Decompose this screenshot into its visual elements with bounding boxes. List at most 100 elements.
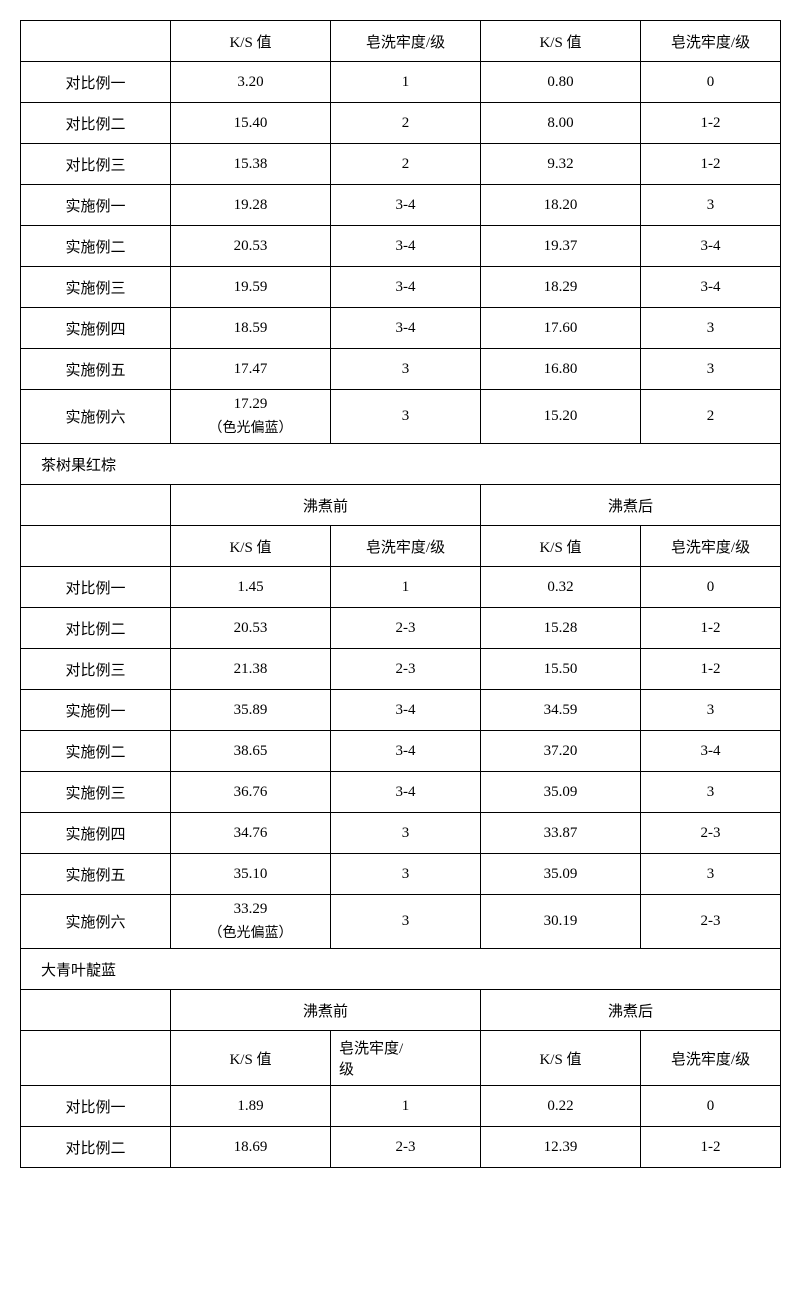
cell-value: 33.29: [234, 901, 268, 917]
row-label: 实施例五: [21, 349, 171, 390]
col-soap-after: 皂洗牢度/级: [641, 526, 781, 567]
table-row: 对比例三 21.38 2-3 15.50 1-2: [21, 649, 781, 690]
row-label: 实施例一: [21, 185, 171, 226]
cell-soap2: 3: [641, 690, 781, 731]
blank-cell: [21, 1031, 171, 1086]
cell-ks1: 20.53: [171, 226, 331, 267]
row-label: 对比例三: [21, 144, 171, 185]
cell-soap1: 3-4: [331, 185, 481, 226]
cell-ks2: 9.32: [481, 144, 641, 185]
section-title-row: 大青叶靛蓝: [21, 949, 781, 990]
table-row: 实施例六 17.29 （色光偏蓝） 3 15.20 2: [21, 390, 781, 444]
cell-ks1: 34.76: [171, 813, 331, 854]
table-row: 对比例三 15.38 2 9.32 1-2: [21, 144, 781, 185]
table-row: 对比例二 15.40 2 8.00 1-2: [21, 103, 781, 144]
cell-ks2: 37.20: [481, 731, 641, 772]
col-after: 沸煮后: [481, 990, 781, 1031]
row-label: 对比例一: [21, 1086, 171, 1127]
cell-soap1: 3: [331, 895, 481, 949]
col-before: 沸煮前: [171, 990, 481, 1031]
cell-ks2: 30.19: [481, 895, 641, 949]
section-title-row: 茶树果红棕: [21, 444, 781, 485]
cell-ks2: 16.80: [481, 349, 641, 390]
cell-soap2: 3-4: [641, 267, 781, 308]
cell-soap2: 2: [641, 390, 781, 444]
row-label: 实施例六: [21, 390, 171, 444]
col-soap-before: 皂洗牢度/级: [331, 21, 481, 62]
cell-ks2: 15.20: [481, 390, 641, 444]
col-before: 沸煮前: [171, 485, 481, 526]
cell-soap2: 0: [641, 62, 781, 103]
cell-soap1: 1: [331, 1086, 481, 1127]
cell-note: （色光偏蓝）: [175, 417, 326, 437]
cell-soap2: 3: [641, 854, 781, 895]
cell-ks1: 21.38: [171, 649, 331, 690]
cell-soap1: 3: [331, 854, 481, 895]
cell-ks1: 18.69: [171, 1127, 331, 1168]
table-row: 对比例二 18.69 2-3 12.39 1-2: [21, 1127, 781, 1168]
cell-ks2: 0.32: [481, 567, 641, 608]
cell-soap2: 2-3: [641, 813, 781, 854]
cell-ks1: 15.38: [171, 144, 331, 185]
cell-ks1: 19.59: [171, 267, 331, 308]
row-label: 实施例四: [21, 813, 171, 854]
row-label: 实施例五: [21, 854, 171, 895]
table-row: 实施例一 35.89 3-4 34.59 3: [21, 690, 781, 731]
table-row: 实施例四 34.76 3 33.87 2-3: [21, 813, 781, 854]
cell-ks2: 0.80: [481, 62, 641, 103]
table-row: 对比例一 1.89 1 0.22 0: [21, 1086, 781, 1127]
row-label: 对比例二: [21, 103, 171, 144]
cell-soap1: 2-3: [331, 649, 481, 690]
cell-soap1: 1: [331, 62, 481, 103]
row-label: 实施例四: [21, 308, 171, 349]
cell-soap2: 3-4: [641, 226, 781, 267]
cell-soap1: 3-4: [331, 226, 481, 267]
col-ks-after: K/S 值: [481, 526, 641, 567]
cell-ks2: 19.37: [481, 226, 641, 267]
section-title: 茶树果红棕: [21, 444, 781, 485]
blank-cell: [21, 526, 171, 567]
row-label: 实施例二: [21, 731, 171, 772]
cell-ks2: 12.39: [481, 1127, 641, 1168]
blank-cell: [21, 990, 171, 1031]
cell-ks2: 33.87: [481, 813, 641, 854]
cell-ks1: 18.59: [171, 308, 331, 349]
col-soap-after: 皂洗牢度/级: [641, 21, 781, 62]
cell-ks1: 17.47: [171, 349, 331, 390]
cell-ks2: 15.28: [481, 608, 641, 649]
data-table: K/S 值 皂洗牢度/级 K/S 值 皂洗牢度/级 对比例一 3.20 1 0.…: [20, 20, 781, 1168]
cell-soap1: 3-4: [331, 267, 481, 308]
cell-soap2: 1-2: [641, 608, 781, 649]
col-ks-after: K/S 值: [481, 1031, 641, 1086]
cell-ks1: 3.20: [171, 62, 331, 103]
row-label: 实施例六: [21, 895, 171, 949]
row-label: 实施例一: [21, 690, 171, 731]
cell-ks2: 35.09: [481, 772, 641, 813]
table-row: 实施例一 19.28 3-4 18.20 3: [21, 185, 781, 226]
table-row: 实施例三 19.59 3-4 18.29 3-4: [21, 267, 781, 308]
table-row: 实施例三 36.76 3-4 35.09 3: [21, 772, 781, 813]
blank-cell: [21, 21, 171, 62]
group-header-row: 沸煮前 沸煮后: [21, 990, 781, 1031]
cell-soap2: 0: [641, 567, 781, 608]
row-label: 实施例二: [21, 226, 171, 267]
table-header-row: K/S 值 皂洗牢度/ 级 K/S 值 皂洗牢度/级: [21, 1031, 781, 1086]
table-row: 实施例四 18.59 3-4 17.60 3: [21, 308, 781, 349]
cell-note: （色光偏蓝）: [175, 922, 326, 942]
row-label: 对比例三: [21, 649, 171, 690]
table-header-row: K/S 值 皂洗牢度/级 K/S 值 皂洗牢度/级: [21, 21, 781, 62]
table-row: 对比例一 3.20 1 0.80 0: [21, 62, 781, 103]
cell-soap1: 2: [331, 103, 481, 144]
cell-ks1: 19.28: [171, 185, 331, 226]
col-soap-after: 皂洗牢度/级: [641, 1031, 781, 1086]
row-label: 对比例一: [21, 567, 171, 608]
col-ks-before: K/S 值: [171, 526, 331, 567]
table-header-row: K/S 值 皂洗牢度/级 K/S 值 皂洗牢度/级: [21, 526, 781, 567]
cell-soap2: 3: [641, 772, 781, 813]
cell-soap2: 3: [641, 308, 781, 349]
cell-ks2: 15.50: [481, 649, 641, 690]
cell-soap2: 0: [641, 1086, 781, 1127]
col-soap-before: 皂洗牢度/级: [331, 526, 481, 567]
cell-soap2: 1-2: [641, 103, 781, 144]
col-ks-before: K/S 值: [171, 21, 331, 62]
